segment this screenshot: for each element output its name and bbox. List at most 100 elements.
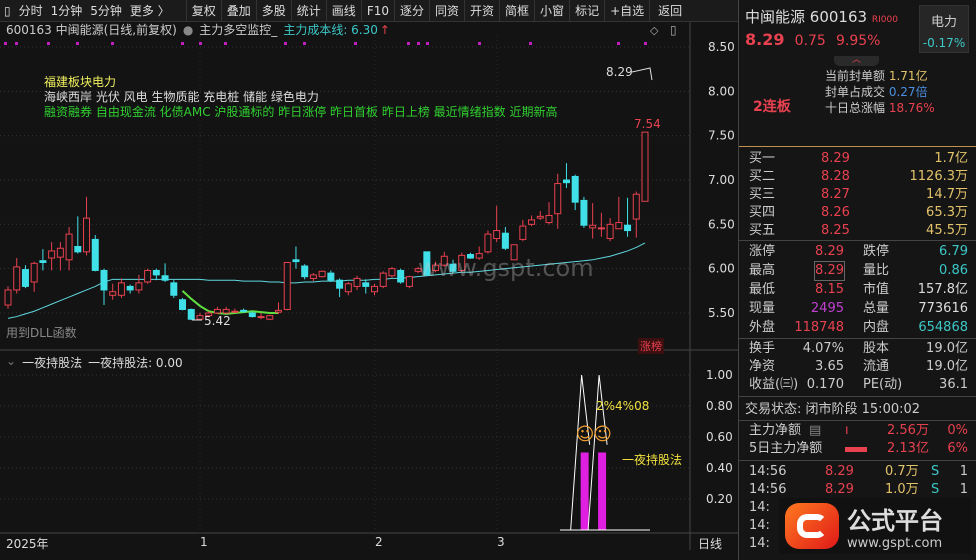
lower-indicator-name[interactable]: 一夜持股法: [22, 356, 83, 370]
candle-body: [484, 233, 492, 253]
streak-label: 2连板: [753, 99, 791, 115]
candle-body: [196, 315, 204, 320]
signal-dot: [47, 42, 50, 45]
btn-stats[interactable]: 统计: [290, 0, 326, 22]
y-tick-label: 8.50: [708, 40, 735, 54]
rank-badge[interactable]: 涨榜: [638, 338, 664, 354]
flow-row-5d: 5日主力净额 2.13亿 6%: [749, 441, 968, 456]
sector-box[interactable]: 电力 -0.17%: [919, 5, 969, 53]
stat-row: 现量 2495 总量 773616: [749, 301, 968, 316]
candle-body: [161, 275, 169, 281]
btn-add-watch[interactable]: +自选: [604, 0, 649, 22]
indicator-settings-icon[interactable]: ●: [182, 23, 194, 37]
btn-tongzi[interactable]: 同资: [429, 0, 464, 22]
cost-green-line: [181, 290, 279, 315]
btn-simple[interactable]: 简框: [499, 0, 534, 22]
candle-body: [152, 269, 160, 276]
lower-indicator-value: 一夜持股法: 0.00: [88, 356, 183, 370]
diamond-icon[interactable]: ◇: [650, 24, 659, 37]
bid-row: 买一 8.29 1.7亿: [749, 151, 968, 166]
candle-body: [135, 282, 143, 291]
x-axis: 2025年 1 2 3 日线: [0, 535, 738, 551]
btn-mark[interactable]: 标记: [569, 0, 604, 22]
indicator-bar: [580, 452, 589, 530]
candle-body: [83, 217, 91, 253]
y-tick-label: 5.50: [708, 306, 735, 320]
btn-back[interactable]: 返回: [649, 0, 690, 22]
x-label-mar: 3: [497, 535, 505, 549]
lower-y-tick: 1.00: [706, 368, 733, 382]
expand-handle[interactable]: ︿: [834, 56, 879, 66]
candle-body: [30, 262, 38, 283]
btn-overlay[interactable]: 叠加: [220, 0, 256, 22]
stat-row: 收益(㈢) 0.170 PE(动) 36.1: [749, 377, 968, 392]
candle-body: [231, 310, 239, 313]
candle-body: [440, 255, 448, 266]
signal-dot: [224, 42, 227, 45]
candle-body: [493, 230, 501, 240]
candle-body: [606, 223, 614, 240]
btn-kaizi[interactable]: 开资: [464, 0, 499, 22]
candle-body: [283, 261, 291, 310]
logo-g-icon: [785, 503, 839, 549]
btn-fuquan[interactable]: 复权: [185, 0, 221, 22]
candle-body: [48, 250, 56, 259]
candle-body: [13, 266, 21, 291]
candle-body: [65, 233, 73, 261]
x-label-year: 2025年: [6, 537, 49, 551]
candle-body: [397, 269, 405, 283]
stat-row: 换手 4.07% 股本 19.0亿: [749, 341, 968, 356]
candle-body: [562, 179, 570, 184]
bid-row: 买三 8.27 14.7万: [749, 187, 968, 202]
signal-dot: [426, 42, 429, 45]
lower-y-tick: 0.60: [706, 430, 733, 444]
stock-name-code: 中闽能源 600163 RⅠ000: [745, 8, 898, 26]
annotation-block: 福建板块电力 海峡西岸 光伏 风电 生物质能 充电桩 储能 绿色电力 融资融券 …: [44, 75, 557, 120]
price-line: 8.29 0.75 9.95%: [745, 30, 880, 49]
y-tick-label: 8.00: [708, 84, 735, 98]
candle-body: [205, 312, 213, 317]
period-more[interactable]: 更多 〉: [129, 3, 170, 18]
candle-body: [615, 222, 623, 230]
signal-dot: [407, 42, 410, 45]
lower-y-tick: 0.20: [706, 492, 733, 506]
candle-body: [379, 272, 387, 287]
high-price-label: 7.54: [634, 117, 661, 131]
signal-dot: [181, 42, 184, 45]
candle-body: [344, 283, 352, 293]
low-price-label: 5.42: [204, 314, 231, 328]
btn-zhufen[interactable]: 逐分: [393, 0, 429, 22]
btn-small-window[interactable]: 小窗: [534, 0, 569, 22]
candle-body: [353, 277, 361, 287]
btn-draw[interactable]: 画线: [325, 0, 361, 22]
indicator-name[interactable]: 主力多空监控_: [199, 23, 278, 37]
price-pct: 9.95%: [836, 33, 881, 49]
stat-row: 最低 8.15 市值 157.8亿: [749, 282, 968, 297]
panel-toggle-icon[interactable]: ▯: [670, 23, 677, 37]
candle-body: [362, 282, 370, 287]
smiley-icon: ☺: [576, 424, 595, 445]
period-label[interactable]: 日线: [698, 537, 723, 551]
trade-row: 14:: [749, 518, 770, 533]
candle-body: [571, 175, 579, 203]
period-fenshi[interactable]: 分时: [18, 3, 43, 18]
ma-line: [7, 242, 646, 319]
candle-body: [74, 246, 82, 253]
stat-row: 最高 8.29 量比 0.86: [749, 261, 968, 281]
collapse-icon[interactable]: ⌄: [6, 354, 17, 368]
period-1min[interactable]: 1分钟: [50, 3, 83, 18]
candle-body: [318, 270, 326, 278]
signal-dot: [76, 42, 79, 45]
btn-f10[interactable]: F10: [360, 0, 394, 22]
layout-toggle-icon[interactable]: ▯: [4, 3, 11, 18]
last-arrow: [631, 67, 653, 81]
up-arrow-icon: ↑: [379, 23, 390, 37]
chart-header: 600163 中闽能源(日线,前复权) ● 主力多空监控_ 主力成本线: 6.3…: [0, 22, 690, 38]
trade-row: 14:: [749, 536, 770, 551]
trade-row: 14:56 8.29 0.7万 S 1: [749, 464, 968, 479]
period-5min[interactable]: 5分钟: [90, 3, 122, 18]
candle-body: [213, 308, 221, 314]
signal-dot: [644, 42, 647, 45]
kline-chart[interactable]: 8.50 8.00 7.50 7.00 6.50 6.00 5.50 5.42 7.54 8.29…: [0, 0, 738, 560]
btn-multi[interactable]: 多股: [255, 0, 291, 22]
